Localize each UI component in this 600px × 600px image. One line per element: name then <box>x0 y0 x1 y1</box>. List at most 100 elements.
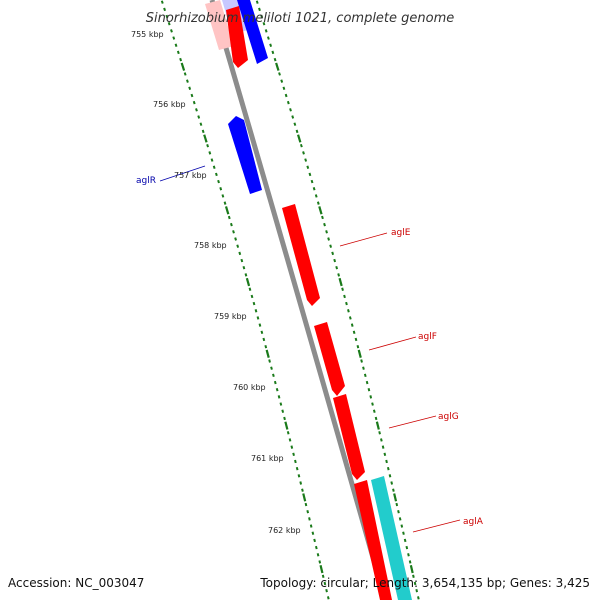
inner-tick <box>283 416 286 421</box>
inner-tick <box>208 151 212 155</box>
outer-tick <box>367 388 371 392</box>
inner-tick <box>250 294 254 299</box>
inner-tick <box>256 316 260 320</box>
outer-tick <box>375 421 380 430</box>
inner-tick <box>295 466 299 471</box>
inner-tick <box>174 43 178 47</box>
inner-tick <box>252 301 256 306</box>
outer-tick <box>321 215 324 220</box>
outer-tick <box>286 100 290 105</box>
outer-tick <box>337 273 341 277</box>
outer-tick <box>280 79 284 83</box>
inner-tick <box>195 108 198 112</box>
gene-bottom-forward <box>354 480 392 600</box>
inner-tick <box>188 86 192 91</box>
reverse-gene-top <box>237 0 268 64</box>
outer-tick <box>258 7 261 12</box>
outer-tick <box>308 172 312 177</box>
outer-tick <box>397 510 400 514</box>
outer-tick <box>407 553 410 557</box>
inner-tick <box>311 531 315 535</box>
inner-tick <box>277 395 281 399</box>
outer-tick <box>316 201 320 205</box>
outer-tick <box>385 459 388 464</box>
inner-tick <box>197 115 201 119</box>
outer-tick <box>347 309 350 313</box>
gene-label-aglE: aglE <box>391 228 411 238</box>
inner-tick <box>294 459 297 464</box>
inner-tick <box>299 481 303 485</box>
outer-tick <box>417 596 420 600</box>
inner-tick <box>306 510 310 514</box>
outer-tick <box>381 445 385 449</box>
outer-tick <box>312 187 316 191</box>
aglA-leader-line <box>412 519 461 533</box>
inner-tick <box>232 230 235 234</box>
inner-tick <box>272 373 275 378</box>
inner-tick <box>212 165 216 169</box>
outer-tick <box>378 431 381 435</box>
inner-tick <box>316 553 320 557</box>
outer-tick <box>398 517 402 521</box>
outer-tick <box>357 349 362 358</box>
inner-tick <box>325 588 328 593</box>
outer-tick <box>380 438 383 442</box>
inner-tick <box>186 79 189 83</box>
outer-tick <box>333 258 337 263</box>
faded-forward-gene-top <box>205 0 234 50</box>
inner-tick <box>221 194 225 198</box>
outer-tick <box>255 0 259 4</box>
outer-tick <box>306 165 310 169</box>
outer-tick <box>363 373 367 378</box>
outer-tick <box>260 14 264 19</box>
inner-tick <box>245 277 251 287</box>
inner-tick <box>240 258 244 263</box>
outer-tick <box>284 93 288 98</box>
gene-label-aglF: aglF <box>418 332 437 342</box>
inner-tick <box>230 222 233 227</box>
inner-tick <box>248 287 252 291</box>
gene-label-aglG: aglG <box>438 412 459 422</box>
inner-tick <box>326 596 330 600</box>
tick-label-758: 758 kbp <box>194 241 227 250</box>
outer-tick <box>395 502 399 507</box>
outer-tick <box>338 277 343 287</box>
tick-label-759: 759 kbp <box>214 312 247 321</box>
inner-tick <box>270 366 273 370</box>
inner-tick <box>170 29 173 33</box>
outer-tick <box>369 395 373 399</box>
gene-aglE <box>282 204 320 306</box>
accession-label: Accession: NC_003047 <box>8 576 145 590</box>
outer-tick <box>383 452 387 456</box>
outer-tick <box>390 481 394 485</box>
outer-tick <box>329 244 333 248</box>
outer-tick <box>293 122 297 126</box>
outer-tick <box>291 115 295 119</box>
inner-tick <box>219 187 223 191</box>
inner-tick <box>183 72 187 76</box>
outer-tick <box>408 560 412 564</box>
inner-tick <box>297 474 301 478</box>
inner-tick <box>319 564 324 574</box>
inner-tick <box>163 7 167 12</box>
inner-tick <box>242 265 246 270</box>
outer-tick <box>400 524 404 528</box>
inner-tick <box>234 237 237 241</box>
inner-tick <box>254 309 258 313</box>
outer-tick <box>325 230 328 234</box>
outer-tick <box>350 323 354 327</box>
outer-tick <box>405 545 409 550</box>
inner-tick <box>281 409 285 413</box>
outer-tick <box>412 574 415 578</box>
outer-tick <box>372 409 376 413</box>
inner-tick <box>318 560 322 564</box>
inner-tick <box>275 387 279 392</box>
outer-tick <box>297 134 302 143</box>
gene-aglF <box>314 322 345 396</box>
map-title: Sinorhizobium meliloti 1021, complete ge… <box>146 11 455 26</box>
outer-tick <box>360 359 363 363</box>
inner-tick <box>260 330 264 335</box>
aglG-leader-line <box>388 415 437 429</box>
